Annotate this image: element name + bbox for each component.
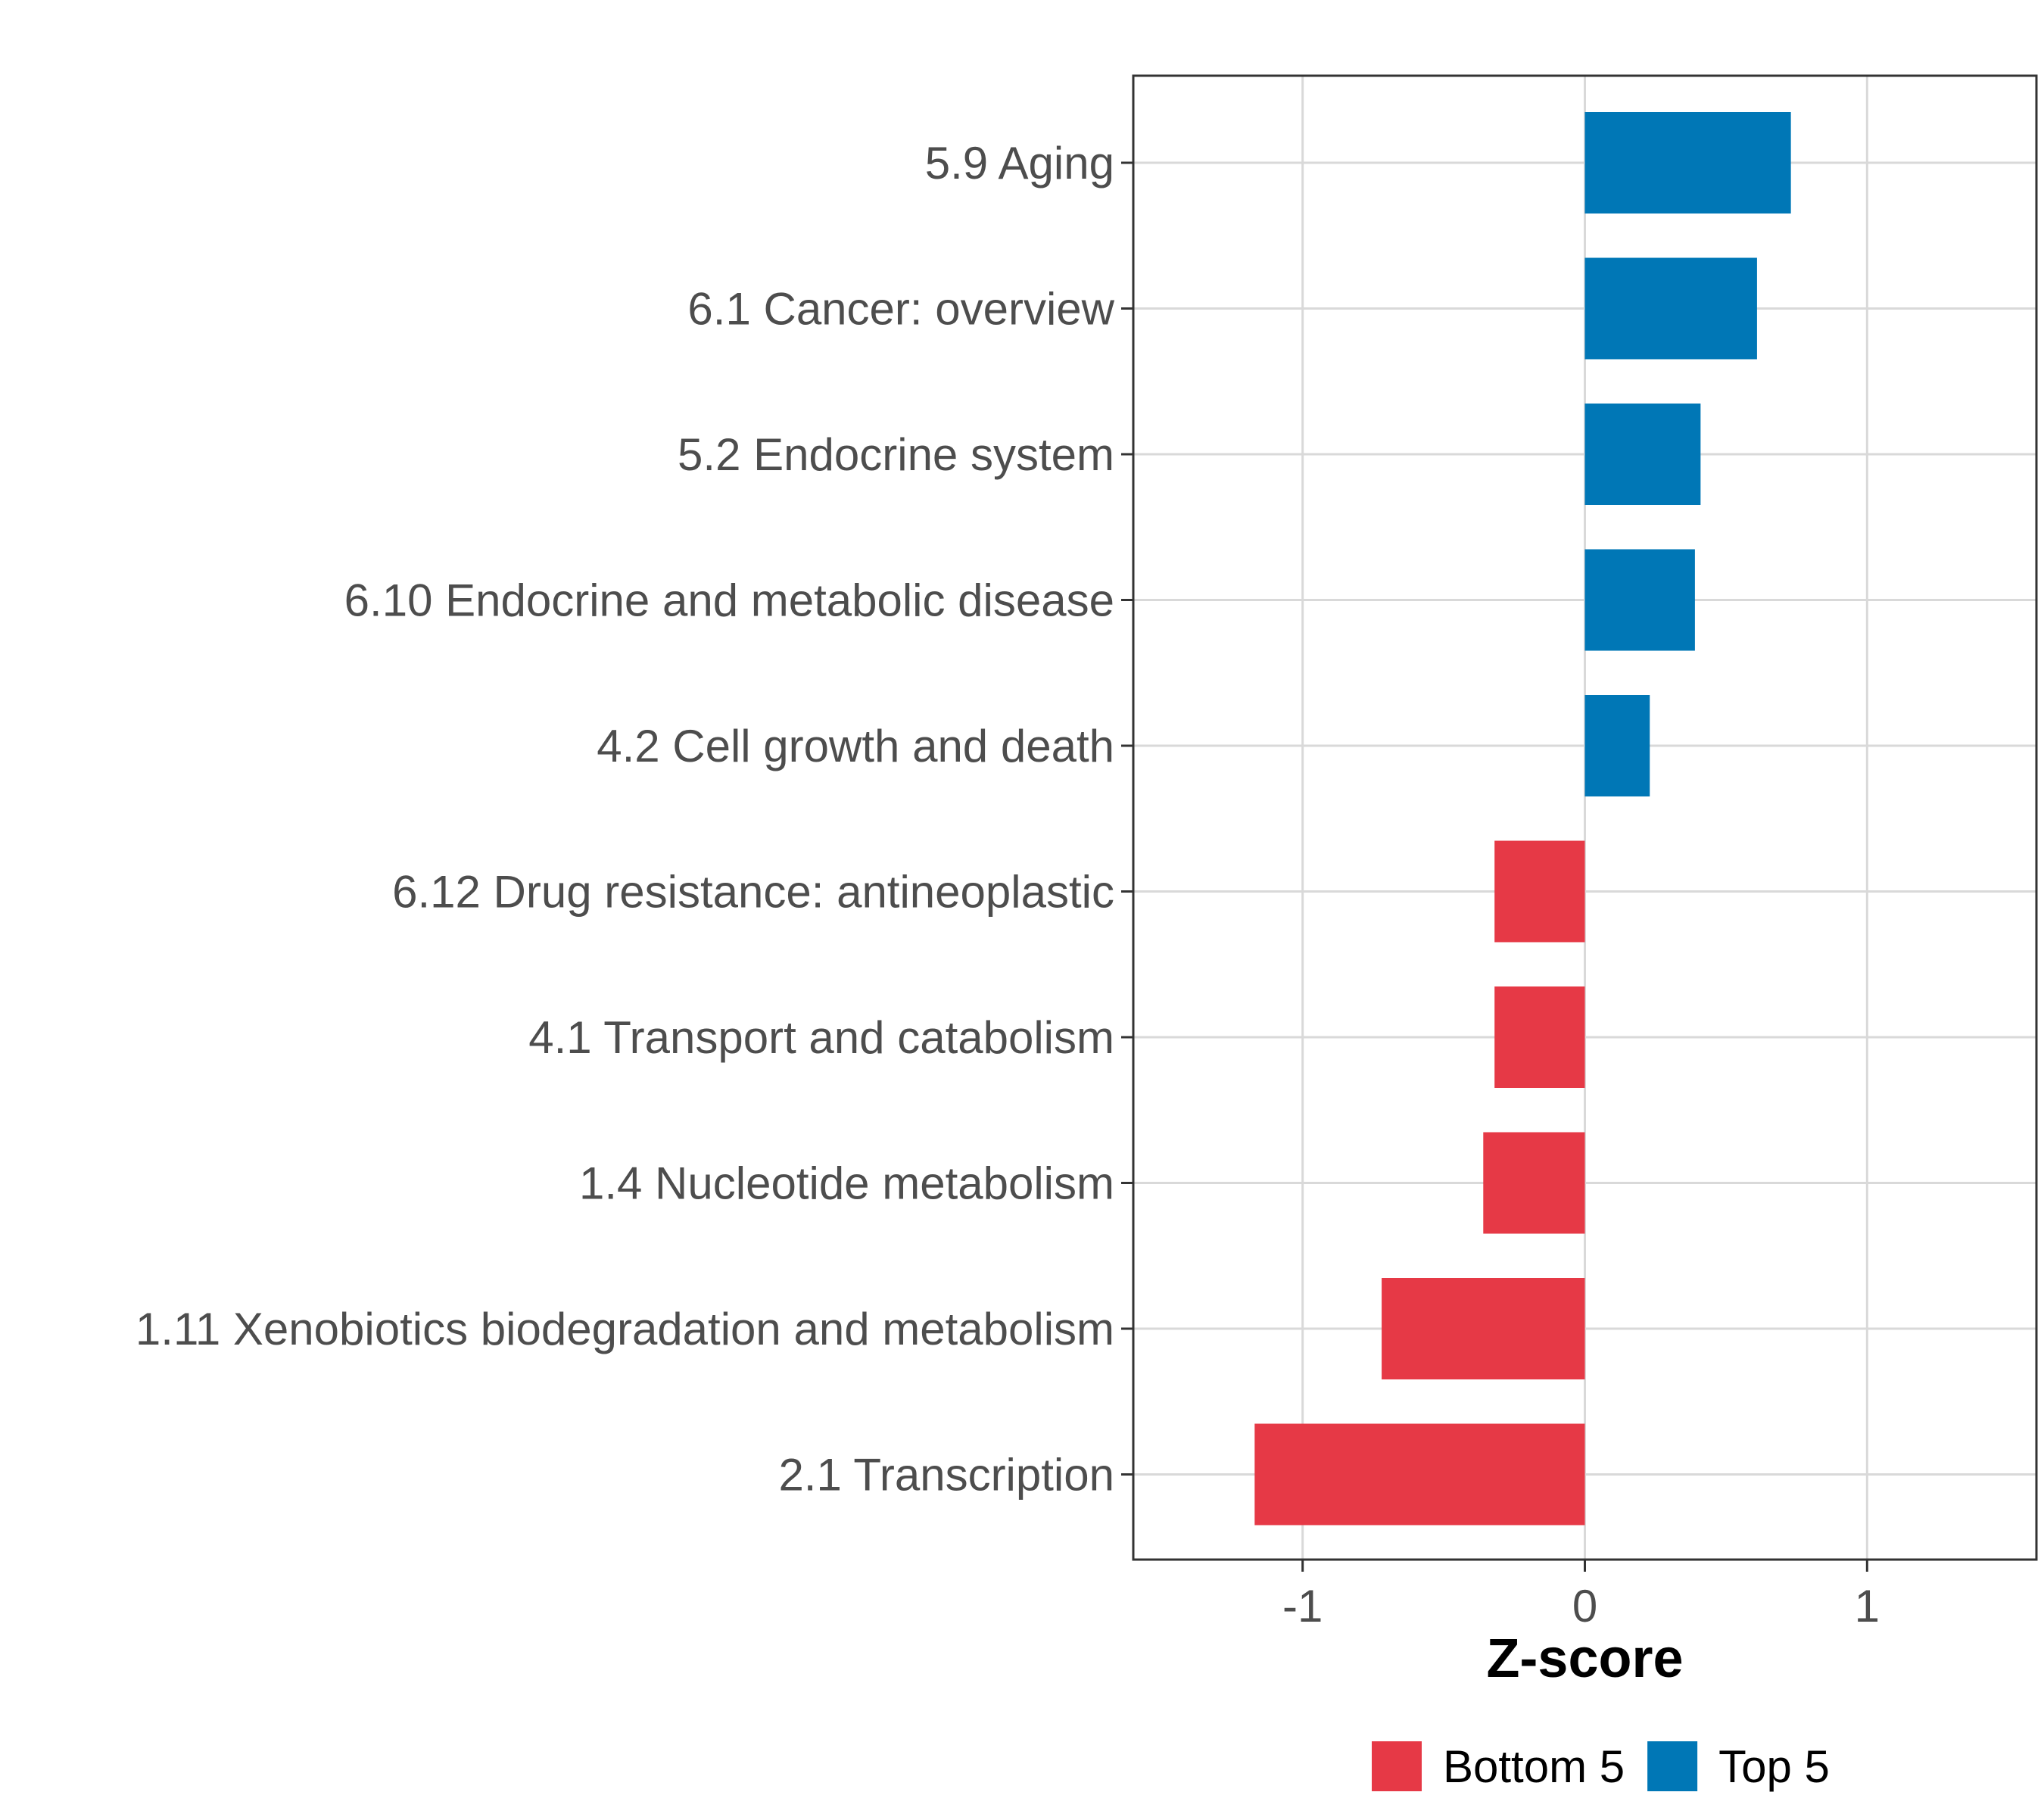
bar (1254, 1423, 1585, 1526)
bar (1584, 695, 1650, 796)
bar (1584, 112, 1791, 213)
bar (1382, 1278, 1585, 1379)
bar (1584, 257, 1757, 360)
y-tick-label: 4.2 Cell growth and death (597, 721, 1114, 771)
bar (1584, 549, 1695, 651)
legend-label: Bottom 5 (1443, 1741, 1625, 1792)
y-tick-label: 5.2 Endocrine system (678, 429, 1114, 480)
x-tick-label: -1 (1282, 1581, 1323, 1632)
y-tick-label: 2.1 Transcription (778, 1450, 1114, 1501)
bar (1483, 1132, 1585, 1234)
x-tick-label: 1 (1855, 1581, 1880, 1632)
y-tick-label: 6.1 Cancer: overview (687, 284, 1114, 335)
bar (1494, 840, 1585, 943)
y-tick-label: 1.11 Xenobiotics biodegradation and meta… (136, 1304, 1114, 1354)
legend: Bottom 5 Top 5 (1372, 1741, 1830, 1792)
y-tick-label: 6.10 Endocrine and metabolic disease (344, 575, 1114, 626)
x-tick-label: 0 (1572, 1581, 1597, 1632)
y-tick-label: 5.9 Aging (925, 138, 1114, 189)
bars (1254, 112, 1791, 1526)
y-tick-label: 1.4 Nucleotide metabolism (579, 1158, 1114, 1209)
y-tick-label: 6.12 Drug resistance: antineoplastic (392, 867, 1114, 918)
legend-label: Top 5 (1718, 1741, 1830, 1792)
x-axis: -1 0 1 (1282, 1560, 1880, 1632)
bar (1494, 986, 1585, 1088)
x-axis-title: Z-score (1486, 1628, 1683, 1689)
legend-key (1647, 1741, 1698, 1791)
legend-key (1372, 1741, 1422, 1791)
bar (1584, 404, 1701, 505)
y-axis: 5.9 Aging 6.1 Cancer: overview 5.2 Endocri… (136, 138, 1133, 1501)
y-tick-label: 4.1 Transport and catabolism (528, 1012, 1114, 1063)
